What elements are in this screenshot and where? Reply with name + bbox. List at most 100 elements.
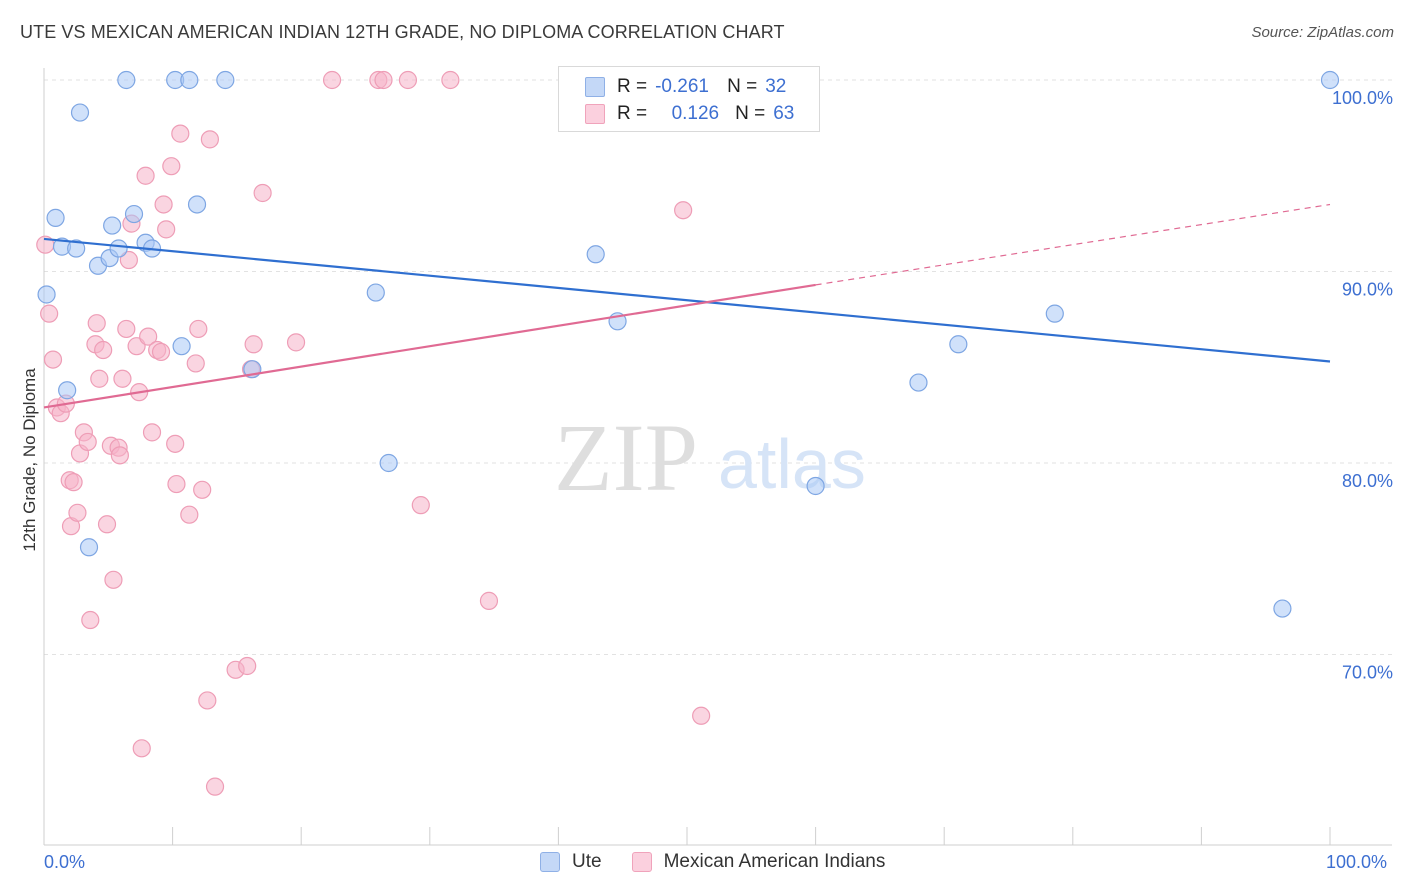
- mai-point: [180, 505, 199, 524]
- ute-point: [70, 103, 90, 122]
- mai-point: [674, 201, 693, 220]
- mai-point: [167, 474, 186, 494]
- legend-label-mai: Mexican American Indians: [663, 851, 886, 872]
- mai-point: [40, 304, 59, 323]
- ute-point: [117, 70, 136, 90]
- ute-point: [1045, 304, 1064, 323]
- ute-point: [109, 239, 128, 258]
- mai-point: [154, 195, 173, 214]
- series-mexican-american-indians: [36, 70, 711, 796]
- mai-trend-extension: [815, 203, 1331, 286]
- mai-point: [398, 70, 418, 90]
- mai-point: [78, 432, 97, 452]
- mai-point: [117, 319, 136, 339]
- mai-point: [189, 319, 208, 339]
- mai-point: [113, 369, 132, 388]
- mai-point: [198, 691, 217, 710]
- correlation-legend: R = -0.261 N = 32 R = 0.126 N = 63: [558, 66, 820, 132]
- mai-point: [186, 354, 205, 373]
- y-tick-label: 80.0%: [1342, 471, 1393, 491]
- x-tick-label-min: 0.0%: [44, 852, 86, 872]
- mai-point: [238, 656, 257, 676]
- chart-title: UTE VS MEXICAN AMERICAN INDIAN 12TH GRAD…: [20, 22, 785, 42]
- mai-point: [205, 777, 225, 796]
- mai-point: [90, 369, 109, 388]
- legend-row-mai: R = 0.126 N = 63: [585, 102, 794, 126]
- mai-point: [119, 250, 138, 270]
- ute-point: [187, 195, 207, 214]
- legend-label-ute: Ute: [572, 851, 602, 872]
- ute-point: [37, 285, 56, 304]
- ute-point: [216, 70, 235, 90]
- y-tick-label: 90.0%: [1342, 280, 1393, 300]
- mai-point: [166, 434, 185, 453]
- mai-point: [132, 739, 151, 758]
- trend-lines: [43, 203, 1331, 409]
- legend-swatch-mai: [631, 852, 652, 872]
- ute-point: [58, 381, 77, 400]
- mai-point: [97, 515, 117, 534]
- y-axis-label: 12th Grade, No Diploma: [20, 368, 39, 552]
- ute-point: [103, 216, 122, 235]
- mai-point: [244, 335, 263, 354]
- legend-swatch-ute: [540, 852, 560, 872]
- ute-point: [1273, 599, 1292, 618]
- ute-point: [46, 208, 65, 227]
- legend-n-value-ute: 32: [765, 76, 787, 97]
- ute-point: [67, 239, 86, 258]
- ute-point: [180, 70, 199, 90]
- mai-point: [43, 350, 63, 369]
- mai-point: [104, 570, 123, 589]
- mai-point: [162, 157, 181, 176]
- legend-n-value-mai: 63: [773, 103, 795, 124]
- ute-point: [806, 476, 825, 496]
- mai-point: [253, 183, 272, 203]
- mai-point: [374, 70, 393, 90]
- mai-point: [81, 610, 100, 630]
- source-label: Source: ZipAtlas.com: [1251, 24, 1394, 41]
- mai-point: [193, 480, 212, 499]
- y-tick-label: 70.0%: [1342, 663, 1393, 683]
- mai-point: [142, 423, 162, 442]
- ute-point: [949, 335, 968, 354]
- ute-point: [379, 453, 398, 473]
- x-tick-label-max: 100.0%: [1326, 852, 1388, 872]
- legend-n-label: N =: [735, 103, 766, 124]
- axes: [43, 68, 1392, 846]
- y-tick-label: 100.0%: [1332, 88, 1393, 108]
- mai-point: [136, 166, 155, 185]
- mai-point: [441, 70, 460, 90]
- mai-point: [171, 124, 190, 143]
- watermark-atlas: atlas: [718, 425, 866, 503]
- mai-point: [322, 70, 342, 90]
- ute-trend-line: [43, 237, 1331, 363]
- legend-n-label: N =: [727, 76, 758, 97]
- y-tick-labels: 100.0% 90.0% 80.0% 70.0%: [1332, 88, 1393, 683]
- mai-point: [68, 503, 87, 522]
- ute-point: [366, 283, 385, 302]
- mai-point: [200, 130, 219, 149]
- ute-point: [586, 245, 605, 264]
- mai-point: [64, 473, 83, 492]
- legend-swatch-ute: [585, 77, 605, 97]
- ute-point: [172, 337, 191, 356]
- ute-point: [909, 373, 928, 392]
- series-legend: Ute Mexican American Indians: [540, 851, 915, 873]
- legend-row-ute: R = -0.261 N = 32: [585, 75, 786, 99]
- mai-point: [139, 327, 158, 346]
- mai-point: [151, 342, 171, 362]
- mai-point: [411, 496, 430, 515]
- mai-trend-line: [43, 283, 816, 409]
- mai-point: [157, 220, 176, 239]
- ute-point: [1320, 70, 1340, 90]
- legend-r-label: R =: [617, 76, 648, 97]
- legend-swatch-mai: [585, 104, 605, 124]
- legend-r-value-ute: -0.261: [655, 76, 709, 97]
- ute-point: [79, 538, 99, 557]
- mai-point: [479, 591, 499, 610]
- legend-item-mai: Mexican American Indians: [631, 851, 886, 873]
- mai-point: [94, 340, 113, 360]
- watermark-zip: ZIP: [554, 404, 698, 511]
- legend-r-label: R =: [617, 103, 648, 124]
